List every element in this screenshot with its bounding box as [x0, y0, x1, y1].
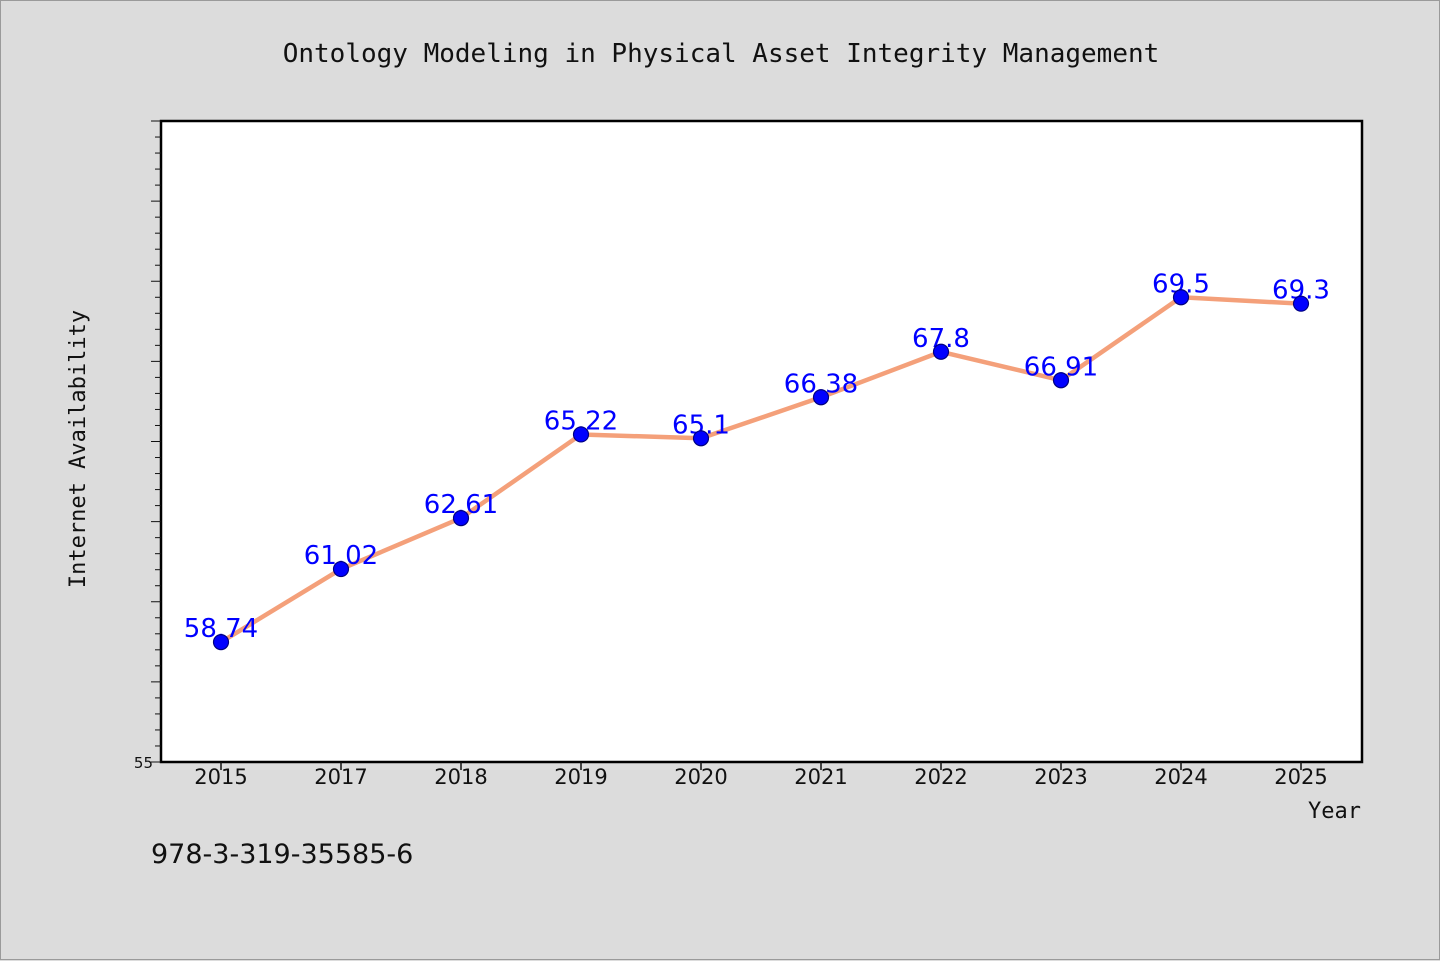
x-tick-label-2022: 2022 [914, 765, 967, 789]
data-point-2017 [332, 560, 350, 578]
data-point-2015 [212, 634, 230, 651]
data-point-2024 [1172, 289, 1190, 306]
x-tick-label-2020: 2020 [674, 765, 727, 789]
x-tick-label-2015: 2015 [194, 765, 247, 789]
data-point-2021 [812, 389, 830, 406]
x-tick-label-2019: 2019 [554, 765, 607, 789]
x-tick-label-2018: 2018 [434, 765, 487, 789]
x-axis-label: Year [1308, 799, 1361, 824]
data-point-2023 [1052, 372, 1070, 389]
y-tick-label: 55 [134, 754, 153, 772]
x-tick-label-2023: 2023 [1034, 765, 1087, 789]
x-tick-label-2017: 2017 [314, 765, 367, 789]
chart-title: Ontology Modeling in Physical Asset Inte… [283, 39, 1160, 69]
data-point-2022 [932, 343, 950, 360]
x-tick-label-2025: 2025 [1274, 765, 1327, 789]
y-axis-label: Internet Availability [66, 310, 91, 588]
plot-area [159, 119, 1364, 764]
isbn-footer: 978-3-319-35585-6 [151, 839, 413, 870]
data-point-2019 [572, 426, 590, 443]
data-point-2018 [452, 509, 470, 527]
x-axis-ticks: 2015 2017 2018 2019 2020 2021 2022 2023 2024 2025 [194, 762, 1328, 789]
data-point-2020 [692, 430, 710, 447]
data-point-2025 [1292, 295, 1310, 312]
x-tick-label-2024: 2024 [1154, 765, 1207, 789]
series-line-group [218, 295, 1304, 645]
x-tick-label-2021: 2021 [794, 765, 847, 789]
series-line [218, 295, 1304, 645]
y-axis-ticks: 55 [134, 120, 161, 772]
